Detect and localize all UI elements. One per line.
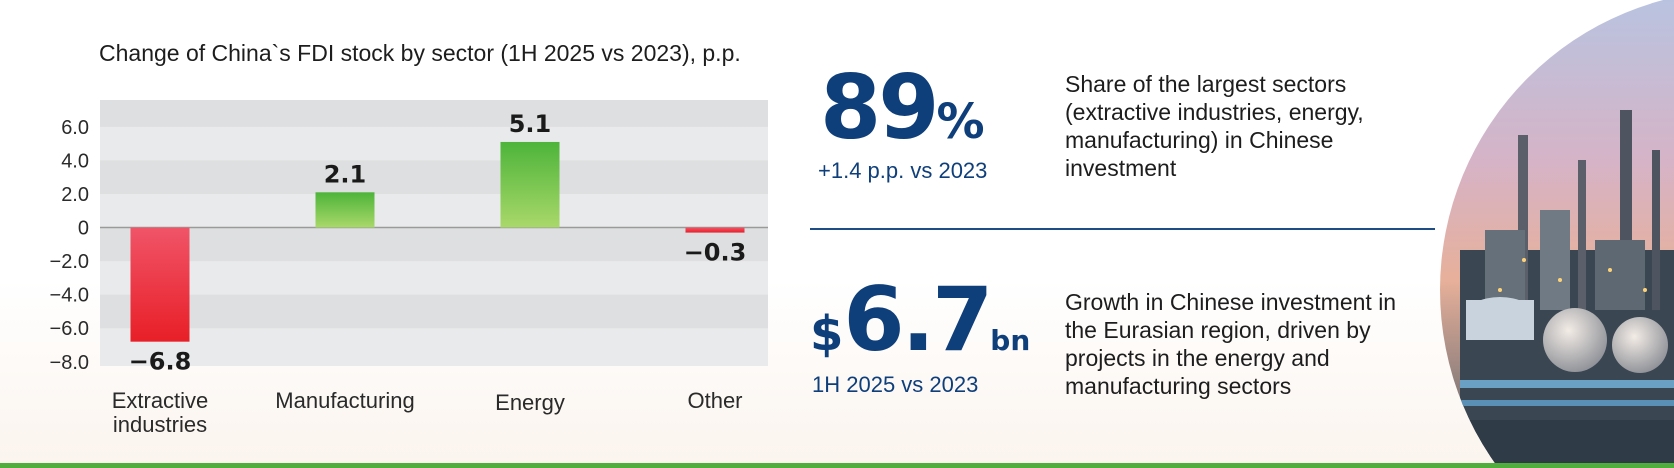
bar <box>685 227 745 233</box>
divider <box>810 228 1435 230</box>
stat-growth-value: $6.7bn <box>810 276 1030 364</box>
stat-growth-subtitle: 1H 2025 vs 2023 <box>812 372 979 397</box>
bar-value-label: −0.3 <box>684 239 747 267</box>
y-tick-label: 4.0 <box>61 150 89 172</box>
x-category-label: Other <box>687 388 742 413</box>
y-tick-label: −8.0 <box>50 352 89 374</box>
plot-band <box>100 227 768 262</box>
y-tick-label: −6.0 <box>50 318 89 340</box>
x-category-label: Extractive <box>112 388 209 413</box>
stat-share-value: 89% <box>820 64 985 152</box>
y-tick-label: −2.0 <box>50 251 89 273</box>
plot-band <box>100 294 768 329</box>
stat-share-number: 89 <box>820 56 939 159</box>
stat-growth-description: Growth in Chinese investment in the Eura… <box>1065 289 1397 399</box>
bar-value-label: −6.8 <box>129 348 192 376</box>
x-category-label: industries <box>113 412 207 437</box>
x-category-label: Manufacturing <box>275 388 414 413</box>
y-tick-label: −4.0 <box>50 285 89 307</box>
refinery-photo <box>1440 0 1674 468</box>
bar-value-label: 5.1 <box>509 110 552 138</box>
bar <box>500 141 560 228</box>
y-tick-label: 2.0 <box>61 184 89 206</box>
bar-chart: 6.0 4.0 2.0 0 −2.0 −4.0 −6.0 −8.0 −6.8 Extractive… <box>50 100 768 437</box>
bottom-accent-line <box>0 463 1674 468</box>
y-tick-label: 0 <box>78 218 89 240</box>
stat-growth-unit: bn <box>990 324 1031 357</box>
x-category-label: Energy <box>495 390 565 415</box>
plot-band <box>100 100 768 127</box>
y-tick-label: 6.0 <box>61 117 89 139</box>
stat-share-unit: % <box>936 94 985 150</box>
stat-growth-number: 6.7 <box>843 268 993 371</box>
bar <box>315 192 375 228</box>
stat-growth-currency: $ <box>810 306 844 362</box>
bar-value-label: 2.1 <box>324 160 367 188</box>
plot-band <box>100 160 768 194</box>
stat-share-subtitle: +1.4 p.p. vs 2023 <box>818 158 988 183</box>
stat-share-description: Share of the largest sectors (extractive… <box>1065 71 1364 181</box>
chart-title: Change of China`s FDI stock by sector (1… <box>99 40 741 66</box>
bar <box>130 227 190 342</box>
